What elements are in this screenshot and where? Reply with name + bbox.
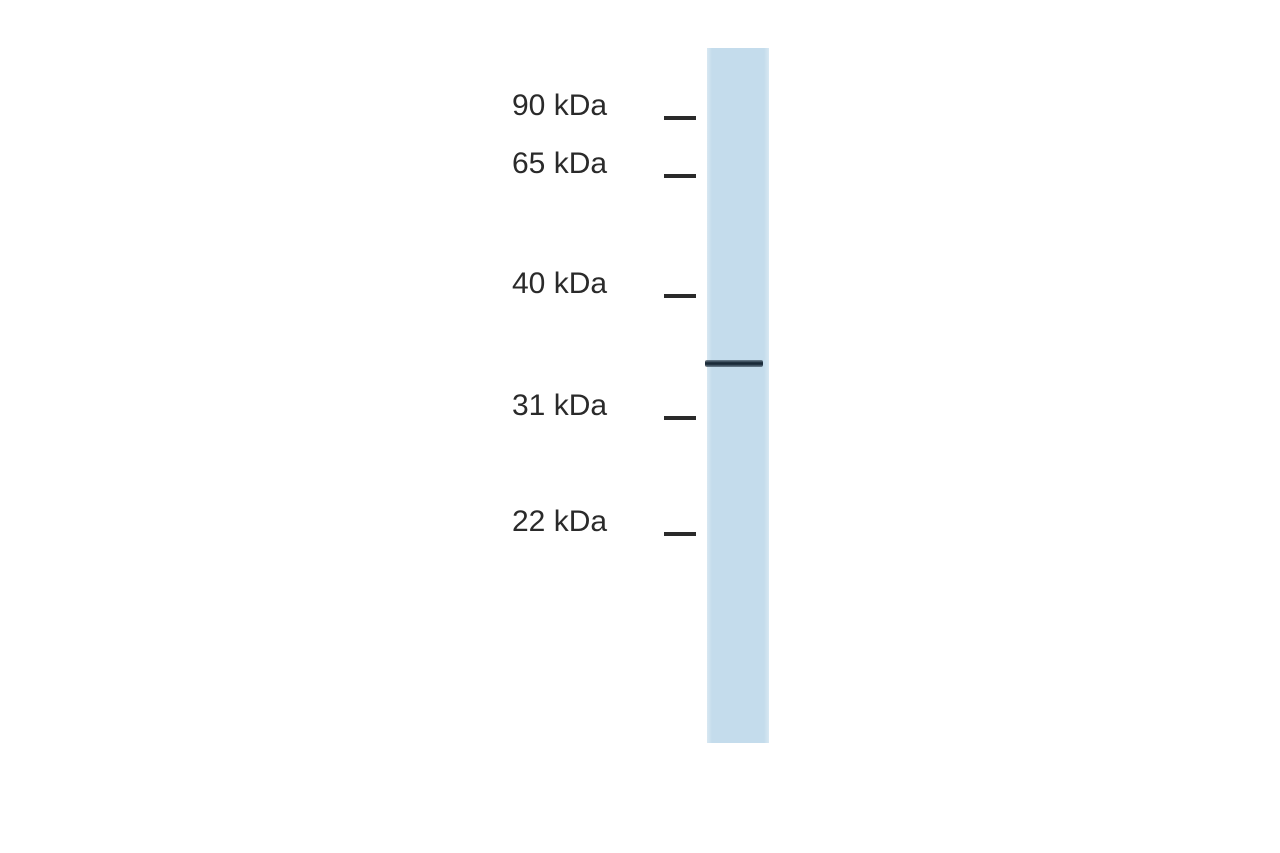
marker-tick-1 [664,174,696,178]
marker-tick-2 [664,294,696,298]
marker-tick-4 [664,532,696,536]
marker-tick-3 [664,416,696,420]
protein-band-0 [705,360,763,367]
marker-label-4: 22 kDa [512,505,607,539]
marker-tick-0 [664,116,696,120]
marker-label-1: 65 kDa [512,147,607,181]
marker-label-0: 90 kDa [512,89,607,123]
western-blot-figure: 90 kDa 65 kDa 40 kDa 31 kDa 22 kDa [0,0,1280,853]
marker-label-2: 40 kDa [512,267,607,301]
marker-label-3: 31 kDa [512,389,607,423]
blot-lane [707,48,769,743]
